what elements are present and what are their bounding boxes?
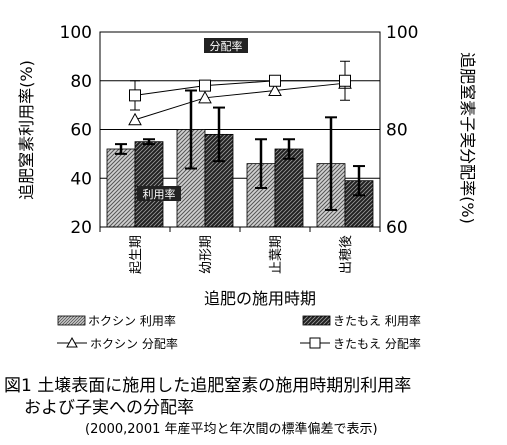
caption-line-1: 図1 土壌表面に施用した追肥窒素の施用時期別利用率 [4,376,412,396]
triangle-marker [268,83,282,96]
legend-swatch-hokushin-usage [57,315,86,326]
annotation-usage-bg [137,186,181,201]
annotation-distribution: 分配率 [210,39,243,53]
caption-line-2: および子実への分配率 [24,398,194,418]
legend-swatch-kitamoe-usage [302,315,331,326]
y-axis-right-title: 追肥窒素子実分配率(%) [458,52,477,224]
series-line [134,80,345,96]
bar [134,141,164,228]
legend-label-kitamoe-dist: きたもえ 分配率 [333,336,421,351]
legend-square-marker [309,337,321,349]
annotation-distribution-bg [204,38,248,53]
axis-layer: 20 40 60 80 100 60 80 100 起生期 幼形期 止葉期 出穂後 [60,23,419,274]
x-tick-label: 起生期 [129,235,144,274]
legend-label-hokushin-dist: ホクシン 分配率 [90,336,178,351]
legend-label-kitamoe-usage: きたもえ 利用率 [333,313,421,328]
y-axis-left-title: 追肥窒素利用率(%) [17,60,36,200]
legend-label-hokushin-usage: ホクシン 利用率 [88,313,176,328]
x-tick-label: 出穂後 [339,235,354,274]
bar-layer [106,89,374,228]
bar [106,148,136,228]
x-axis-title: 追肥の施用時期 [204,289,316,308]
y-tick-left: 40 [70,169,92,189]
annotation-usage: 利用率 [143,187,176,201]
triangle-marker [198,90,212,104]
x-tick-label: 止葉期 [269,235,284,274]
y-tick-left: 20 [70,218,92,238]
legend-triangle-marker [66,336,78,348]
series-line [134,82,346,121]
y-tick-right: 80 [386,121,408,141]
y-tick-left: 80 [70,72,92,92]
x-tick-label: 幼形期 [199,235,214,274]
line-layer [128,60,352,126]
triangle-marker [128,112,142,126]
square-marker [339,74,351,87]
caption-line-3: (2000,2001 年産平均と年次間の標準偏差で表示) [85,422,378,437]
square-marker [129,89,141,102]
y-tick-left: 60 [70,121,92,141]
legend: ホクシン 利用率 きたもえ 利用率 ホクシン 分配率 きたもえ 分配率 [57,313,421,351]
square-marker [269,74,281,87]
bar [274,148,304,228]
y-tick-right: 100 [386,23,418,43]
y-tick-left: 100 [60,23,92,43]
square-marker [199,79,211,92]
y-tick-right: 60 [386,218,408,238]
chart: 20 40 60 80 100 60 80 100 起生期 幼形期 止葉期 出穂後 分配率 利用率 追… [17,23,477,351]
